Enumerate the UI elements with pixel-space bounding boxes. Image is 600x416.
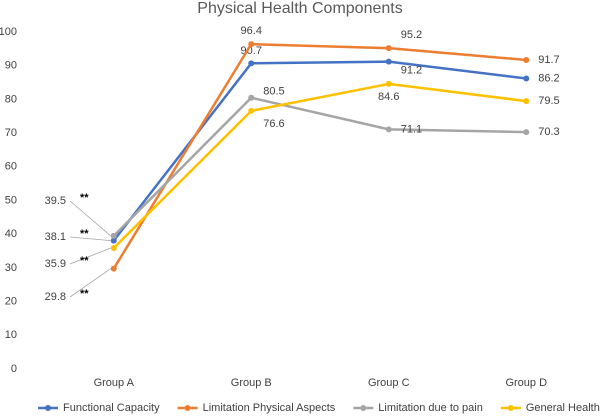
y-tick-label: 30 <box>5 262 17 274</box>
x-tick-label: Group D <box>505 377 547 389</box>
data-label: 70.3 <box>538 126 559 138</box>
data-point <box>385 126 392 133</box>
y-tick-label: 80 <box>5 93 17 105</box>
y-tick-label: 70 <box>5 127 17 139</box>
series-line <box>112 96 527 237</box>
leader-line <box>69 247 111 265</box>
data-point <box>110 237 117 244</box>
series-line <box>112 42 527 270</box>
leader-line <box>69 268 111 298</box>
x-tick-label: Group A <box>94 377 135 389</box>
x-tick-label: Group C <box>368 377 410 389</box>
data-point <box>385 45 392 52</box>
data-label: 96.4 <box>241 25 262 37</box>
data-label: 91.7 <box>538 54 559 66</box>
annotation: ** <box>80 192 89 204</box>
data-label: 29.8 <box>45 291 66 303</box>
y-tick-label: 100 <box>0 26 17 38</box>
data-label: 80.5 <box>263 86 284 98</box>
annotation: ** <box>80 255 89 267</box>
y-tick-label: 50 <box>5 194 17 206</box>
series-line <box>112 60 527 242</box>
data-label: 95.2 <box>401 29 422 41</box>
y-tick-label: 20 <box>5 296 17 308</box>
data-point <box>523 129 530 136</box>
data-label: 39.5 <box>45 195 66 207</box>
data-point <box>523 75 530 82</box>
data-point <box>248 107 255 114</box>
y-tick-label: 10 <box>5 329 17 341</box>
legend-marker <box>360 405 367 411</box>
leader-line <box>69 200 112 237</box>
y-tick-label: 40 <box>5 228 17 240</box>
data-point <box>523 56 530 63</box>
data-point <box>248 41 255 48</box>
legend-marker <box>507 405 514 411</box>
data-label: 76.6 <box>263 118 284 130</box>
data-label: 38.1 <box>45 231 66 243</box>
data-point <box>385 80 392 87</box>
annotation: ** <box>80 288 89 300</box>
data-label: 86.2 <box>538 72 559 84</box>
legend-marker <box>184 405 191 411</box>
legend-label: Functional Capacity <box>63 402 160 414</box>
annotation: ** <box>80 228 89 240</box>
chart-title: Physical Health Components <box>197 0 402 17</box>
legend-label: Limitation due to pain <box>378 402 483 414</box>
data-label: 91.2 <box>401 65 422 77</box>
y-tick-label: 0 <box>11 363 17 375</box>
x-tick-label: Group B <box>231 377 272 389</box>
data-point <box>248 94 255 101</box>
legend-label: Limitation Physical Aspects <box>203 402 336 414</box>
data-point <box>110 245 117 252</box>
y-tick-label: 90 <box>5 60 17 72</box>
y-tick-label: 60 <box>5 161 17 173</box>
data-point <box>110 265 117 272</box>
data-label: 79.5 <box>538 95 559 107</box>
data-point <box>248 60 255 67</box>
series-line <box>112 82 527 249</box>
data-point <box>385 58 392 65</box>
legend-marker <box>45 405 51 411</box>
leader-line <box>69 236 111 242</box>
data-label: 35.9 <box>45 258 66 270</box>
legend-label: General Health Status <box>526 402 600 414</box>
data-label: 84.6 <box>378 91 399 103</box>
data-point <box>110 232 117 239</box>
data-label: 71.1 <box>401 123 422 135</box>
data-point <box>523 98 530 105</box>
